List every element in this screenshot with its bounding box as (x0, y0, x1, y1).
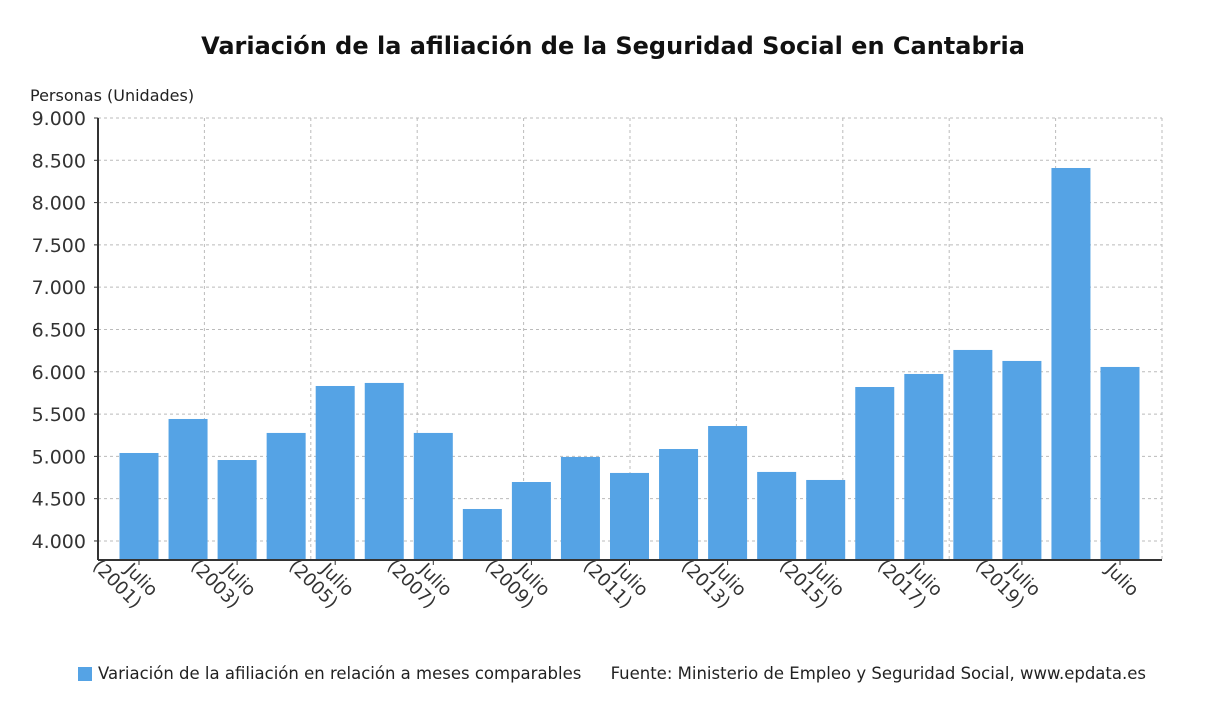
bar (119, 452, 159, 560)
y-tick-label: 8.000 (32, 193, 86, 215)
x-tick-label: Julio (1101, 559, 1143, 601)
bar (904, 373, 944, 560)
bar (1051, 167, 1091, 561)
bar (364, 382, 404, 560)
bar (855, 387, 895, 560)
bar (1100, 366, 1140, 560)
y-axis-label: Personas (Unidades) (30, 86, 195, 105)
y-tick-label: 7.500 (32, 235, 86, 257)
legend-label: Variación de la afiliación en relación a… (98, 664, 582, 683)
bar (217, 460, 257, 560)
legend: Variación de la afiliación en relación a… (78, 664, 581, 683)
y-tick-label: 4.000 (32, 531, 86, 553)
bar (806, 479, 846, 560)
legend-swatch (78, 666, 92, 681)
bar (708, 426, 748, 560)
bar (511, 482, 551, 560)
y-tick-label: 6.500 (32, 319, 86, 341)
chart-title: Variación de la afiliación de la Segurid… (201, 32, 1025, 60)
bar (560, 456, 600, 560)
bar (610, 472, 649, 560)
bar (659, 449, 699, 560)
bar (462, 508, 502, 560)
y-tick-label: 6.000 (32, 362, 86, 384)
y-tick-label: 4.500 (32, 489, 86, 511)
y-tick-label: 8.500 (32, 150, 86, 172)
y-tick-label: 5.500 (32, 404, 86, 426)
source-note: Fuente: Ministerio de Empleo y Seguridad… (610, 664, 1146, 683)
bar (953, 349, 993, 560)
bar (315, 385, 355, 560)
y-tick-label: 7.000 (32, 277, 86, 299)
bar (1002, 360, 1042, 560)
bar (266, 432, 306, 560)
y-tick-label: 9.000 (32, 108, 86, 130)
y-tick-label: 5.000 (32, 446, 86, 468)
bar (168, 418, 208, 560)
bar (757, 471, 797, 560)
bar (413, 432, 453, 560)
